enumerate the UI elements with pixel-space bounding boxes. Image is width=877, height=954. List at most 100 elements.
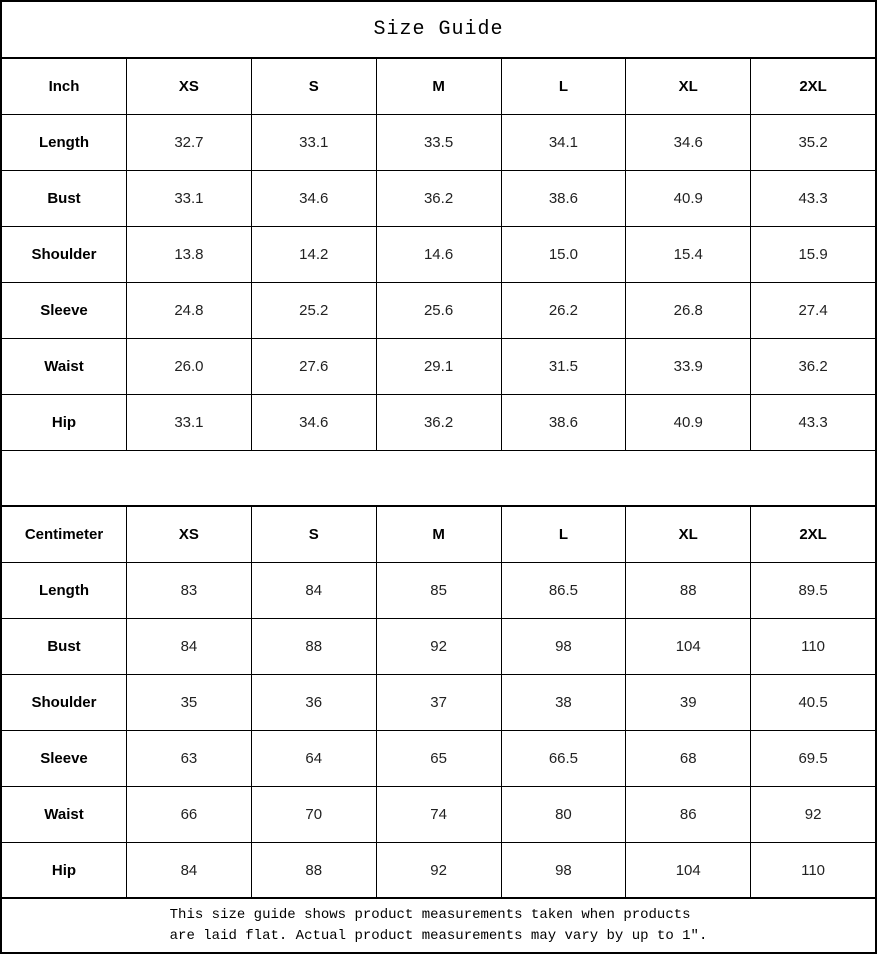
value-cell: 38.6 — [500, 171, 626, 226]
value-cell: 37 — [375, 675, 501, 730]
table-row-inch-sleeve: Sleeve 24.8 25.2 25.6 26.2 26.8 27.4 — [2, 283, 875, 339]
value-cell: 84 — [250, 563, 376, 618]
value-cell: 110 — [750, 843, 875, 897]
value-cell: 34.6 — [250, 395, 376, 450]
value-cell: 26.8 — [625, 283, 750, 338]
size-header-xl: XL — [625, 507, 750, 562]
value-cell: 38 — [500, 675, 626, 730]
table-row-inch-hip: Hip 33.1 34.6 36.2 38.6 40.9 43.3 — [2, 395, 875, 451]
cm-table-header-row: Centimeter XS S M L XL 2XL — [2, 507, 875, 563]
table-row-cm-bust: Bust 84 88 92 98 104 110 — [2, 619, 875, 675]
value-cell: 27.6 — [250, 339, 376, 394]
table-row-inch-shoulder: Shoulder 13.8 14.2 14.6 15.0 15.4 15.9 — [2, 227, 875, 283]
value-cell: 34.6 — [625, 115, 750, 170]
value-cell: 33.1 — [126, 395, 251, 450]
value-cell: 86.5 — [500, 563, 626, 618]
value-cell: 70 — [250, 787, 376, 842]
row-label-cell: Shoulder — [31, 246, 97, 263]
size-header-l: L — [500, 59, 626, 114]
value-cell: 33.9 — [625, 339, 750, 394]
value-cell: 15.9 — [750, 227, 875, 282]
value-cell: 104 — [625, 619, 750, 674]
value-cell: 29.1 — [375, 339, 501, 394]
table-row-inch-waist: Waist 26.0 27.6 29.1 31.5 33.9 36.2 — [2, 339, 875, 395]
value-cell: 69.5 — [750, 731, 875, 786]
value-cell: 36.2 — [375, 395, 501, 450]
value-cell: 25.6 — [375, 283, 501, 338]
value-cell: 15.4 — [625, 227, 750, 282]
value-cell: 39 — [625, 675, 750, 730]
table-row-cm-length: Length 83 84 85 86.5 88 89.5 — [2, 563, 875, 619]
size-header-m: M — [375, 59, 501, 114]
row-label-cell: Waist — [44, 806, 84, 823]
value-cell: 36 — [250, 675, 376, 730]
value-cell: 35.2 — [750, 115, 875, 170]
row-label-cell: Length — [39, 582, 89, 599]
value-cell: 27.4 — [750, 283, 875, 338]
value-cell: 104 — [625, 843, 750, 897]
size-header-xl: XL — [625, 59, 750, 114]
value-cell: 65 — [375, 731, 501, 786]
value-cell: 36.2 — [750, 339, 875, 394]
value-cell: 33.1 — [250, 115, 376, 170]
table-row-cm-sleeve: Sleeve 63 64 65 66.5 68 69.5 — [2, 731, 875, 787]
value-cell: 86 — [625, 787, 750, 842]
value-cell: 26.2 — [500, 283, 626, 338]
value-cell: 14.6 — [375, 227, 501, 282]
unit-header-cell-inch: Inch — [48, 78, 80, 95]
value-cell: 32.7 — [126, 115, 251, 170]
value-cell: 110 — [750, 619, 875, 674]
row-label-cell: Bust — [47, 190, 81, 207]
size-header-l: L — [500, 507, 626, 562]
value-cell: 88 — [250, 843, 376, 897]
row-label-cell: Length — [39, 134, 89, 151]
size-header-2xl: 2XL — [750, 507, 875, 562]
value-cell: 43.3 — [750, 395, 875, 450]
value-cell: 34.1 — [500, 115, 626, 170]
row-label-cell: Shoulder — [31, 694, 97, 711]
row-label-cell: Hip — [51, 414, 77, 431]
row-label-cell: Sleeve — [40, 302, 88, 319]
value-cell: 66.5 — [500, 731, 626, 786]
value-cell: 35 — [126, 675, 251, 730]
value-cell: 38.6 — [500, 395, 626, 450]
page-title: Size Guide — [2, 2, 875, 59]
value-cell: 24.8 — [126, 283, 251, 338]
table-separator — [2, 451, 875, 507]
table-row-cm-shoulder: Shoulder 35 36 37 38 39 40.5 — [2, 675, 875, 731]
size-header-s: S — [250, 59, 376, 114]
value-cell: 43.3 — [750, 171, 875, 226]
value-cell: 13.8 — [126, 227, 251, 282]
value-cell: 14.2 — [250, 227, 376, 282]
value-cell: 33.1 — [126, 171, 251, 226]
value-cell: 66 — [126, 787, 251, 842]
value-cell: 36.2 — [375, 171, 501, 226]
value-cell: 84 — [126, 619, 251, 674]
value-cell: 68 — [625, 731, 750, 786]
value-cell: 25.2 — [250, 283, 376, 338]
value-cell: 98 — [500, 843, 626, 897]
value-cell: 33.5 — [375, 115, 501, 170]
value-cell: 98 — [500, 619, 626, 674]
table-row-inch-length: Length 32.7 33.1 33.5 34.1 34.6 35.2 — [2, 115, 875, 171]
value-cell: 89.5 — [750, 563, 875, 618]
row-label-cell: Waist — [44, 358, 84, 375]
value-cell: 31.5 — [500, 339, 626, 394]
size-header-s: S — [250, 507, 376, 562]
size-header-xs: XS — [126, 59, 251, 114]
value-cell: 15.0 — [500, 227, 626, 282]
value-cell: 40.5 — [750, 675, 875, 730]
size-header-2xl: 2XL — [750, 59, 875, 114]
table-row-cm-hip: Hip 84 88 92 98 104 110 — [2, 843, 875, 899]
value-cell: 84 — [126, 843, 251, 897]
footer-row: This size guide shows product measuremen… — [2, 899, 875, 952]
value-cell: 88 — [250, 619, 376, 674]
value-cell: 83 — [126, 563, 251, 618]
value-cell: 63 — [126, 731, 251, 786]
row-label-cell: Bust — [47, 638, 81, 655]
value-cell: 26.0 — [126, 339, 251, 394]
unit-header-cell-cm: Centimeter — [24, 526, 104, 543]
size-header-xs: XS — [126, 507, 251, 562]
footnote-line-2: are laid flat. Actual product measuremen… — [169, 927, 708, 944]
